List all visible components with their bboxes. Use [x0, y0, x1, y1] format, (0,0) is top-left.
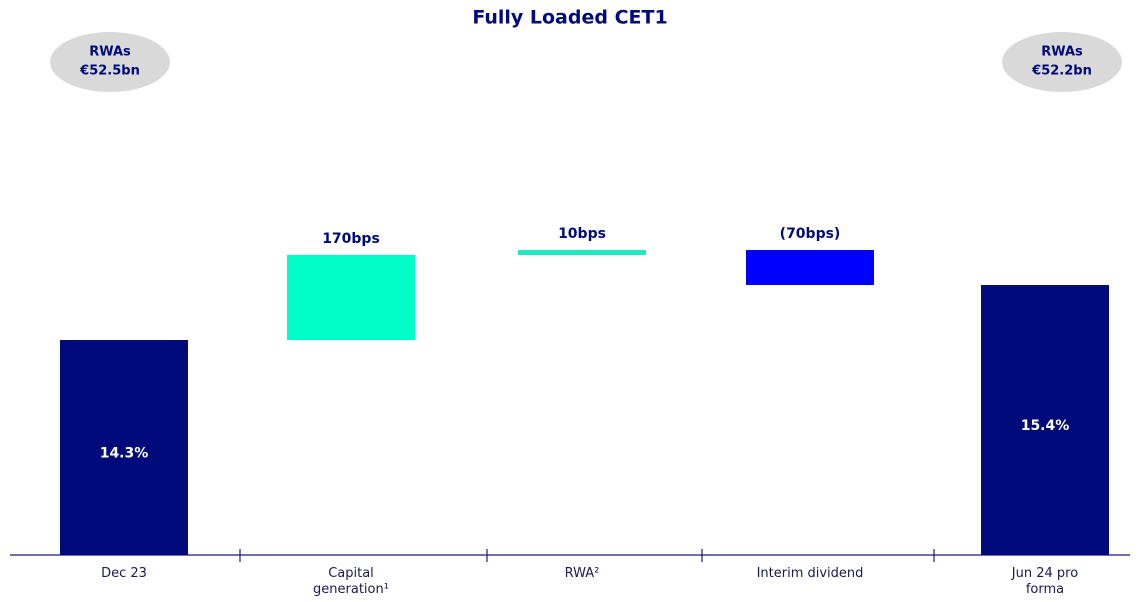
badge-title: RWAs	[89, 45, 131, 60]
x-tick-label: Dec 23	[101, 566, 147, 581]
rwa-badge	[1002, 32, 1122, 92]
x-tick-label: Capital generation¹	[313, 566, 389, 597]
bar	[518, 250, 646, 255]
badge-text: €52.5bn	[79, 64, 140, 79]
value-label: (70bps)	[780, 226, 841, 242]
value-label: 15.4%	[1021, 418, 1070, 434]
bar	[981, 285, 1109, 555]
x-tick-label: Interim dividend	[756, 566, 864, 581]
value-label: 14.3%	[100, 446, 149, 462]
value-label: 10bps	[558, 226, 606, 242]
rwa-badge	[50, 32, 170, 92]
bar	[287, 255, 415, 340]
x-tick-label: RWA²	[564, 566, 600, 581]
bar	[746, 250, 874, 285]
badge-title: RWAs	[1041, 45, 1083, 60]
badge-text: €52.2bn	[1031, 64, 1092, 79]
x-tick-label: Jun 24 pro forma	[1011, 566, 1079, 597]
value-label: 170bps	[322, 231, 380, 247]
chart-title: Fully Loaded CET1	[472, 7, 667, 29]
bar	[60, 340, 188, 555]
